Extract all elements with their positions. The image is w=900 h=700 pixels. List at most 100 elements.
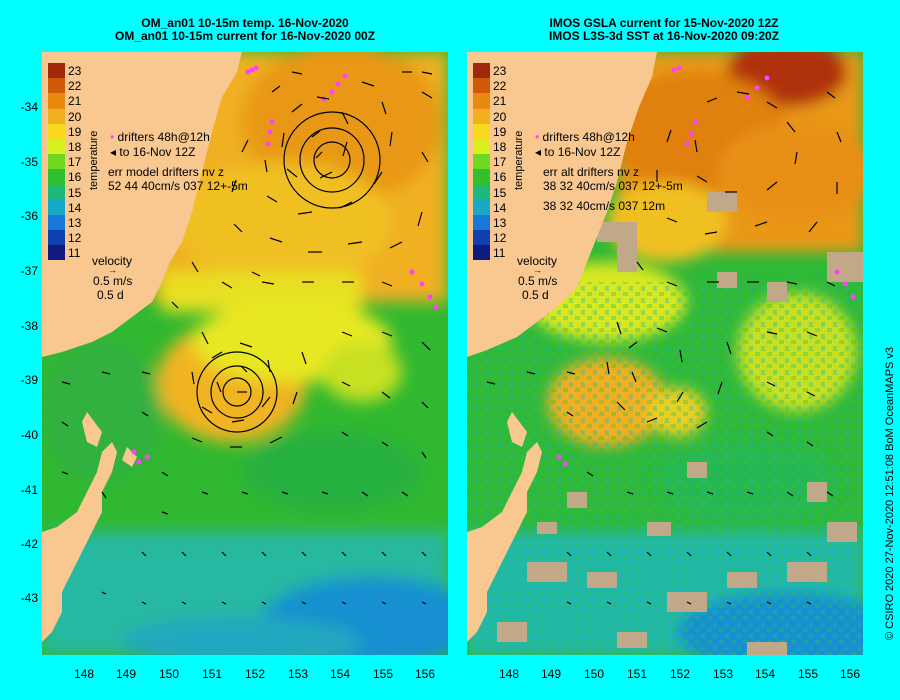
x-tick-label: 153	[712, 667, 734, 681]
right-legend-to-text: to 16-Nov 12Z	[544, 145, 621, 159]
colorbar-right	[473, 63, 490, 261]
colorbar-tick-label: 22	[493, 79, 507, 94]
colorbar-cell	[48, 138, 65, 155]
x-tick-label: 149	[115, 667, 137, 681]
colorbar-tick-label: 12	[493, 231, 507, 246]
colorbar-tick-label: 23	[493, 64, 507, 78]
colorbar-cell	[48, 169, 65, 185]
colorbar-cell	[48, 199, 65, 215]
y-tick-label: -38	[20, 319, 38, 333]
left-legend-to-text: to 16-Nov 12Z	[119, 145, 196, 159]
x-tick-label: 152	[244, 667, 266, 681]
colorbar-tick-label: 19	[493, 124, 507, 139]
island	[82, 412, 102, 447]
colorbar-cell	[48, 245, 65, 261]
colorbar-cell	[48, 93, 65, 109]
colorbar-tick-label: 11	[68, 246, 81, 261]
colorbar-cell	[473, 184, 490, 200]
colorbar-cell	[473, 199, 490, 215]
colorbar-tick-label: 22	[68, 79, 82, 94]
right-err-stats: 38 32 40cm/s 037 12+-5m	[543, 179, 683, 193]
colorbar-tick-label: 23	[68, 64, 82, 78]
colorbar-tick-label: 14	[68, 200, 82, 215]
right-title-line1: IMOS GSLA current for 15-Nov-2020 12Z	[549, 16, 779, 30]
y-tick-label: -42	[20, 537, 38, 551]
colorbar-tick-label: 21	[493, 94, 507, 109]
x-tick-label: 148	[498, 667, 520, 681]
x-tick-label: 153	[287, 667, 309, 681]
colorbar-tick-label: 13	[68, 216, 82, 230]
colorbar-tick-label: 11	[493, 246, 506, 261]
colorbar-cell	[473, 230, 490, 246]
mainland-coast	[42, 52, 242, 357]
colorbar-cell	[473, 214, 490, 231]
colorbar-cell	[473, 245, 490, 261]
x-tick-label: 149	[540, 667, 562, 681]
drifter-marker-icon: •	[110, 130, 115, 144]
left-title-line2: OM_an01 10-15m current for 16-Nov-2020 0…	[114, 29, 376, 43]
y-tick-label: -43	[20, 591, 38, 605]
colorbar-cell	[48, 123, 65, 139]
velocity-scale-arrow-icon: →	[108, 265, 117, 275]
credit-text: © CSIRO 2020 27-Nov-2020 12:51:08 BoM Oc…	[884, 346, 896, 640]
right-legend-to: ◂ to 16-Nov 12Z	[535, 146, 620, 159]
colorbar-tick-label: 21	[68, 94, 82, 109]
x-tick-label: 150	[583, 667, 605, 681]
x-tick-label: 155	[372, 667, 394, 681]
velocity-arrows	[61, 71, 433, 605]
colorbar-left	[48, 63, 65, 261]
x-tick-label: 148	[73, 667, 95, 681]
colorbar-left-title: temperature	[88, 130, 100, 190]
colorbar-cell	[473, 93, 490, 109]
left-velocity-time: 0.5 d	[97, 288, 124, 302]
y-tick-label: -39	[20, 373, 38, 387]
eddy-swirls	[196, 111, 381, 433]
colorbar-tick-label: 12	[68, 231, 82, 246]
colorbar-cell	[48, 184, 65, 200]
right-velocity-scale: 0.5 m/s	[518, 274, 558, 288]
colorbar-tick-label: 16	[493, 170, 507, 185]
colorbar-cell	[473, 108, 490, 124]
left-legend-drifters: • drifters 48h@12h	[110, 131, 210, 144]
right-title-line2: IMOS L3S-3d SST at 16-Nov-2020 09:20Z	[548, 29, 780, 43]
colorbar-cell	[48, 78, 65, 94]
colorbar-cell	[48, 214, 65, 231]
mainland-coast	[467, 52, 657, 357]
colorbar-tick-label: 15	[68, 185, 82, 200]
drifter-tracks	[556, 65, 856, 467]
arrow-marker-icon: ◂	[110, 145, 117, 159]
left-err-stats: 52 44 40cm/s 037 12+-5m	[108, 179, 248, 193]
colorbar-tick-label: 16	[68, 170, 82, 185]
colorbar-cell	[473, 123, 490, 139]
x-tick-label: 155	[797, 667, 819, 681]
arrow-marker-icon: ◂	[535, 145, 542, 159]
y-tick-label: -35	[20, 155, 38, 169]
y-tick-label: -40	[20, 428, 38, 442]
drifter-tracks	[131, 65, 439, 465]
x-tick-label: 150	[158, 667, 180, 681]
drifter-marker-icon: •	[535, 130, 540, 144]
y-tick-label: -34	[20, 100, 38, 114]
cloud-gaps	[497, 192, 863, 655]
x-tick-label: 156	[414, 667, 436, 681]
colorbar-cell	[48, 230, 65, 246]
colorbar-cell	[473, 169, 490, 185]
colorbar-cell	[473, 63, 490, 79]
velocity-arrows	[486, 91, 842, 605]
right-legend-drifters-text: drifters 48h@12h	[542, 130, 635, 144]
left-panel-title: OM_an01 10-15m temp. 16-Nov-2020 OM_an01…	[40, 17, 450, 43]
x-tick-label: 154	[754, 667, 776, 681]
island-small	[122, 447, 137, 467]
tasmania-coast	[42, 442, 117, 642]
right-velocity-time: 0.5 d	[522, 288, 549, 302]
x-tick-label: 156	[839, 667, 861, 681]
y-tick-label: -36	[20, 209, 38, 223]
colorbar-tick-label: 15	[493, 185, 507, 200]
colorbar-tick-label: 14	[493, 200, 507, 215]
colorbar-cell	[473, 154, 490, 170]
x-tick-label: 152	[669, 667, 691, 681]
left-legend-to: ◂ to 16-Nov 12Z	[110, 146, 195, 159]
colorbar-right-title: temperature	[513, 130, 525, 190]
right-map-panel	[467, 52, 863, 655]
colorbar-tick-label: 17	[68, 155, 82, 170]
